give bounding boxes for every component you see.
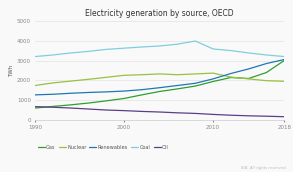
Coal: [211, 48, 215, 50]
Coal: [176, 43, 179, 45]
Y-axis label: TWh: TWh: [9, 64, 14, 77]
Oil: [176, 112, 179, 114]
Line: Renewables: Renewables: [35, 60, 284, 95]
Gas: [211, 80, 215, 83]
Coal: [87, 50, 90, 52]
Nuclear: [69, 80, 72, 82]
Nuclear: [140, 74, 144, 76]
Renewables: [229, 72, 233, 74]
Oil: [87, 108, 90, 110]
Renewables: [265, 62, 268, 64]
Renewables: [282, 58, 286, 61]
Oil: [211, 113, 215, 115]
Coal: [193, 40, 197, 42]
Renewables: [247, 68, 251, 70]
Oil: [158, 111, 161, 113]
Gas: [69, 104, 72, 106]
Oil: [282, 116, 286, 118]
Gas: [105, 100, 108, 102]
Line: Gas: Gas: [35, 61, 284, 108]
Gas: [158, 90, 161, 93]
Oil: [193, 112, 197, 114]
Oil: [265, 115, 268, 117]
Gas: [282, 60, 286, 62]
Oil: [229, 114, 233, 116]
Coal: [69, 52, 72, 54]
Coal: [282, 56, 286, 58]
Line: Coal: Coal: [35, 41, 284, 57]
Nuclear: [158, 73, 161, 75]
Oil: [140, 110, 144, 112]
Nuclear: [51, 82, 55, 84]
Nuclear: [176, 74, 179, 76]
Renewables: [33, 94, 37, 96]
Coal: [33, 56, 37, 58]
Gas: [193, 85, 197, 87]
Oil: [51, 106, 55, 108]
Nuclear: [211, 72, 215, 74]
Renewables: [193, 82, 197, 84]
Gas: [176, 88, 179, 90]
Gas: [87, 102, 90, 104]
Coal: [51, 54, 55, 56]
Coal: [247, 52, 251, 54]
Coal: [105, 48, 108, 50]
Gas: [51, 105, 55, 108]
Nuclear: [105, 76, 108, 78]
Coal: [158, 45, 161, 47]
Gas: [247, 77, 251, 79]
Renewables: [122, 90, 126, 92]
Renewables: [69, 92, 72, 94]
Renewables: [140, 89, 144, 91]
Coal: [140, 46, 144, 48]
Gas: [140, 94, 144, 96]
Nuclear: [229, 76, 233, 78]
Oil: [122, 110, 126, 112]
Oil: [247, 115, 251, 117]
Coal: [229, 50, 233, 52]
Renewables: [211, 78, 215, 80]
Coal: [265, 54, 268, 56]
Line: Oil: Oil: [35, 107, 284, 117]
Coal: [122, 47, 126, 49]
Gas: [229, 77, 233, 79]
Nuclear: [282, 80, 286, 82]
Nuclear: [247, 78, 251, 80]
Renewables: [105, 91, 108, 93]
Legend: Gas, Nuclear, Renewables, Coal, Oil: Gas, Nuclear, Renewables, Coal, Oil: [38, 145, 169, 150]
Renewables: [158, 87, 161, 89]
Renewables: [51, 93, 55, 95]
Line: Nuclear: Nuclear: [35, 73, 284, 85]
Gas: [33, 107, 37, 109]
Renewables: [87, 92, 90, 94]
Oil: [33, 106, 37, 108]
Nuclear: [193, 73, 197, 75]
Gas: [122, 97, 126, 99]
Nuclear: [122, 74, 126, 76]
Nuclear: [33, 84, 37, 87]
Gas: [265, 72, 268, 74]
Nuclear: [265, 80, 268, 82]
Title: Electricity generation by source, OECD: Electricity generation by source, OECD: [85, 9, 234, 18]
Oil: [69, 107, 72, 109]
Oil: [105, 109, 108, 111]
Renewables: [176, 84, 179, 87]
Text: IEA. All rights reserved.: IEA. All rights reserved.: [241, 166, 287, 170]
Nuclear: [87, 78, 90, 80]
